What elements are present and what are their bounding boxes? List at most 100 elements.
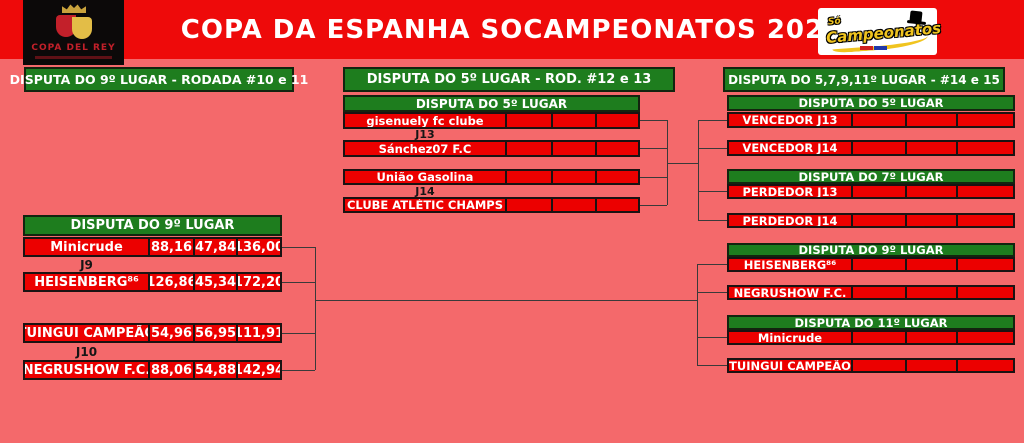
match-row: NEGRUSHOW F.C. <box>727 285 1015 300</box>
score-cell: 54,88 <box>193 362 236 378</box>
bracket-connector <box>697 292 727 293</box>
score-cell <box>851 142 905 154</box>
score-cell <box>505 171 551 183</box>
score-cell <box>851 259 905 270</box>
score-cell: 111,91 <box>236 325 280 341</box>
score-cell <box>956 259 1013 270</box>
round-label-j13: J13 <box>415 128 435 141</box>
bracket-connector <box>698 220 727 221</box>
subheader-right-7-lugar: DISPUTA DO 7º LUGAR <box>727 169 1015 184</box>
bracket-connector <box>282 370 315 371</box>
subheader-right-9-lugar: DISPUTA DO 9º LUGAR <box>727 243 1015 257</box>
team-name-cell: Sánchez07 F.C <box>378 142 472 155</box>
team-name-cell: Minicrude <box>50 239 123 255</box>
bracket-connector <box>697 337 727 338</box>
match-row: TUINGUI CAMPEÃO <box>727 358 1015 373</box>
score-cell: 47,84 <box>193 239 236 255</box>
score-cell <box>505 114 551 127</box>
score-cell <box>905 259 956 270</box>
round-label-j14: J14 <box>415 185 435 198</box>
score-cell: 88,16 <box>148 239 193 255</box>
subheader-5-lugar: DISPUTA DO 5º LUGAR <box>343 95 640 112</box>
trophy-icon <box>72 17 92 39</box>
score-cell <box>956 332 1013 343</box>
score-cell <box>505 142 551 155</box>
score-cell <box>595 171 638 183</box>
crown-icon <box>62 4 86 13</box>
team-name-cell: Minicrude <box>757 332 823 343</box>
team-name-cell: HEISENBERG⁸⁶ <box>34 274 139 290</box>
match-row: Sánchez07 F.C <box>343 140 640 157</box>
round-label-j10: J10 <box>75 345 98 359</box>
bracket-connector <box>698 120 699 220</box>
team-name-cell: TUINGUI CAMPEÃO <box>25 325 148 341</box>
team-name-cell: PERDEDOR J14 <box>742 215 838 226</box>
bracket-connector <box>698 148 727 149</box>
match-row: CLUBE ATLÉTIC CHAMPS <box>343 197 640 213</box>
match-row: PERDEDOR J13 <box>727 184 1015 199</box>
score-cell: 172,20 <box>236 274 280 290</box>
match-row: NEGRUSHOW F.C. 88,06 54,88 142,94 <box>23 360 282 380</box>
score-cell <box>956 360 1013 371</box>
score-cell <box>595 142 638 155</box>
match-row: VENCEDOR J14 <box>727 140 1015 156</box>
bracket-connector <box>697 365 727 366</box>
bracket-connector <box>640 177 667 178</box>
score-cell <box>851 186 905 197</box>
team-name-cell: gisenuely fc clube <box>366 114 484 127</box>
bracket-connector <box>640 205 667 206</box>
score-cell <box>905 114 956 126</box>
score-cell: 45,34 <box>193 274 236 290</box>
subheader-left-9-lugar: DISPUTA DO 9º LUGAR <box>23 215 282 236</box>
round-label-j9: J9 <box>80 258 93 272</box>
match-row: gisenuely fc clube <box>343 112 640 129</box>
bracket-connector <box>667 163 698 164</box>
score-cell: 56,95 <box>193 325 236 341</box>
logo-subtext-bar <box>35 56 112 59</box>
score-cell <box>851 287 905 298</box>
team-name-cell: VENCEDOR J13 <box>742 114 838 126</box>
score-cell <box>956 215 1013 226</box>
team-name-cell: VENCEDOR J14 <box>742 142 838 154</box>
page-title: COPA DA ESPANHA SOCAMPEONATOS 2022 <box>180 15 844 45</box>
logo-red-bar <box>860 46 873 50</box>
bracket-connector <box>698 191 727 192</box>
score-cell <box>905 287 956 298</box>
score-cell <box>956 186 1013 197</box>
copa-del-rey-label: COPA DEL REY <box>31 43 116 53</box>
score-cell <box>851 114 905 126</box>
team-name-cell: União Gasolina <box>376 171 474 183</box>
score-cell: 54,96 <box>148 325 193 341</box>
score-cell <box>595 114 638 127</box>
socampeonatos-so-label: Só <box>827 16 842 28</box>
section-header-middle: DISPUTA DO 5º LUGAR - ROD. #12 e 13 <box>343 67 675 92</box>
section-header-right: DISPUTA DO 5,7,9,11º LUGAR - #14 e 15 <box>723 67 1005 92</box>
match-row: TUINGUI CAMPEÃO 54,96 56,95 111,91 <box>23 323 282 343</box>
score-cell <box>595 199 638 211</box>
team-name-cell: TUINGUI CAMPEÃO <box>729 360 851 371</box>
bracket-connector <box>315 300 697 301</box>
team-name-cell: CLUBE ATLÉTIC CHAMPS <box>346 199 504 211</box>
match-row: HEISENBERG⁸⁶ 126,86 45,34 172,20 <box>23 272 282 292</box>
subheader-right-11-lugar: DISPUTA DO 11º LUGAR <box>727 315 1015 330</box>
score-cell <box>956 142 1013 154</box>
score-cell: 136,00 <box>236 239 280 255</box>
bracket-connector <box>697 264 698 365</box>
team-name-cell: NEGRUSHOW F.C. <box>25 362 148 378</box>
match-row: Minicrude 88,16 47,84 136,00 <box>23 237 282 257</box>
score-cell <box>905 360 956 371</box>
score-cell: 142,94 <box>236 362 280 378</box>
score-cell <box>905 332 956 343</box>
match-row: União Gasolina <box>343 169 640 185</box>
score-cell <box>851 215 905 226</box>
bracket-connector <box>698 120 727 121</box>
match-row: VENCEDOR J13 <box>727 112 1015 128</box>
section-header-left: DISPUTA DO 9º LUGAR - RODADA #10 e 11 <box>10 67 308 92</box>
score-cell <box>956 114 1013 126</box>
team-name-cell: PERDEDOR J13 <box>742 186 838 197</box>
score-cell: 88,06 <box>148 362 193 378</box>
team-name-cell: NEGRUSHOW F.C. <box>733 287 847 298</box>
score-cell <box>905 186 956 197</box>
subheader-right-5-lugar: DISPUTA DO 5º LUGAR <box>727 95 1015 111</box>
